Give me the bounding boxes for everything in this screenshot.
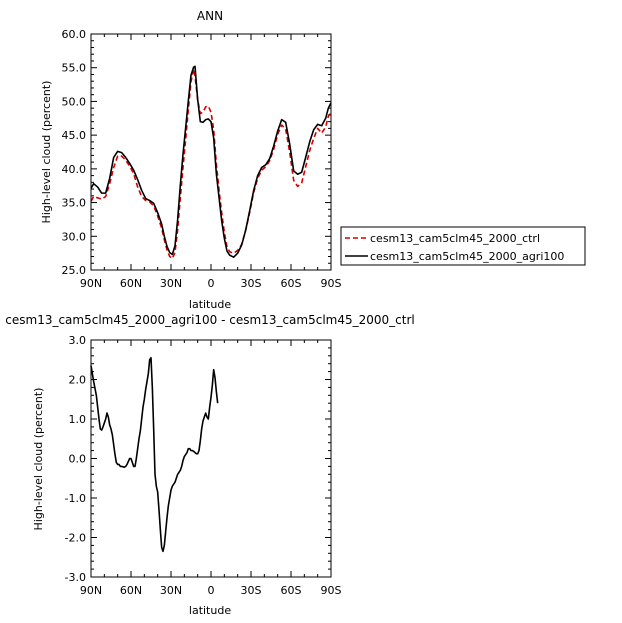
legend: cesm13_cam5clm45_2000_ctrl cesm13_cam5cl… — [340, 226, 586, 266]
bottom-y-tick-label: 1.0 — [69, 413, 87, 426]
bottom-x-tick-label: 0 — [208, 584, 215, 597]
top-chart: ANN 90N 60N 30N 0 30S 60S 90S 25.0 30.0 35.0 40.0 4… — [40, 9, 586, 311]
bottom-y-tick-label: -3.0 — [65, 571, 86, 584]
top-y-tick-label: 55.0 — [62, 62, 87, 75]
legend-box — [340, 226, 586, 266]
bottom-x-tick-label: 90N — [80, 584, 102, 597]
bottom-x-tick-label: 30S — [241, 584, 262, 597]
top-x-axis-label: latitude — [189, 298, 231, 311]
bottom-chart-title: cesm13_cam5clm45_2000_agri100 - cesm13_c… — [5, 313, 414, 327]
top-x-tick-label: 30N — [160, 277, 182, 290]
bottom-y-tick-label: 2.0 — [69, 374, 87, 387]
top-y-tick-label: 50.0 — [62, 95, 87, 108]
top-x-tick-label: 60S — [281, 277, 302, 290]
bottom-y-tick-label: 3.0 — [69, 334, 87, 347]
top-y-tick-label: 60.0 — [62, 28, 87, 41]
bottom-chart: cesm13_cam5clm45_2000_agri100 - cesm13_c… — [5, 313, 414, 617]
bottom-series-line-0 — [90, 356, 219, 553]
bottom-x-tick-label: 60N — [120, 584, 142, 597]
top-y-tick-label: 25.0 — [62, 264, 87, 277]
bottom-y-tick-label: 0.0 — [69, 453, 87, 466]
top-y-axis-label: High-level cloud (percent) — [40, 81, 53, 224]
top-x-tick-label: 30S — [241, 277, 262, 290]
bottom-y-tick-label: -1.0 — [65, 492, 86, 505]
bottom-plot-frame — [90, 339, 332, 578]
top-y-tick-label: 30.0 — [62, 230, 87, 243]
top-x-tick-label: 0 — [208, 277, 215, 290]
top-chart-title: ANN — [197, 9, 223, 23]
top-series-line-0 — [90, 68, 332, 260]
bottom-x-axis-label: latitude — [189, 604, 231, 617]
top-x-tick-label: 90N — [80, 277, 102, 290]
bottom-x-tick-label: 60S — [281, 584, 302, 597]
top-x-tick-label: 90S — [321, 277, 342, 290]
top-y-tick-label: 45.0 — [62, 129, 87, 142]
top-series-line-1 — [90, 65, 332, 258]
top-plot-frame — [90, 33, 332, 271]
legend-label-agri100: cesm13_cam5clm45_2000_agri100 — [370, 250, 564, 263]
legend-label-ctrl: cesm13_cam5clm45_2000_ctrl — [370, 232, 540, 245]
bottom-y-axis-label: High-level cloud (percent) — [32, 388, 45, 531]
top-y-tick-label: 40.0 — [62, 163, 87, 176]
bottom-x-tick-label: 90S — [321, 584, 342, 597]
bottom-y-tick-label: -2.0 — [65, 532, 86, 545]
top-x-tick-label: 60N — [120, 277, 142, 290]
top-y-tick-label: 35.0 — [62, 197, 87, 210]
bottom-x-tick-label: 30N — [160, 584, 182, 597]
